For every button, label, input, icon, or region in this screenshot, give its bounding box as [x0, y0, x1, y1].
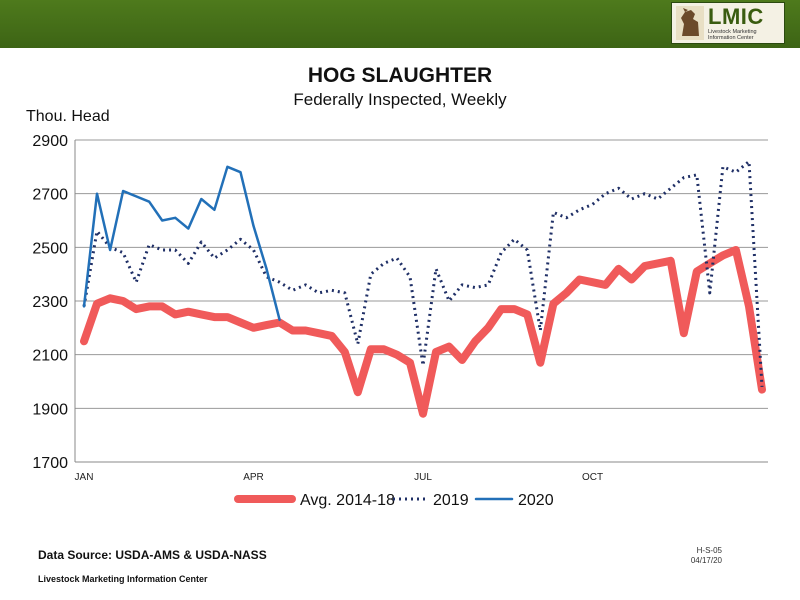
y-tick-labels: 1700 1900 2100 2300 2500 2700 2900 [32, 133, 68, 472]
x-tick-label: JAN [75, 472, 94, 483]
series-line-2020 [82, 165, 281, 322]
chart-id: H-S-05 [696, 546, 722, 555]
series-line-2019 [82, 160, 764, 387]
legend-label: Avg. 2014-18 [300, 492, 395, 509]
header-bar [0, 0, 800, 48]
series-lines [80, 160, 766, 418]
hog-slaughter-chart: 1700 1900 2100 2300 2500 2700 2900 JAN APR JUL OC… [32, 133, 768, 509]
x-tick-label: JUL [414, 472, 432, 483]
y-axis-label: Thou. Head [26, 108, 110, 125]
y-tick-label: 1700 [32, 455, 68, 472]
y-tick-label: 1900 [32, 401, 68, 418]
logo-title: LMIC [708, 4, 764, 29]
series-line-avg-2014-18 [80, 246, 766, 418]
x-tick-label: APR [243, 472, 264, 483]
x-tick-labels: JAN APR JUL OCT [75, 472, 604, 483]
x-tick-label: OCT [582, 472, 603, 483]
chart-subtitle: Federally Inspected, Weekly [293, 90, 507, 109]
legend-label: 2020 [518, 492, 554, 509]
chart-code: H-S-05 04/17/20 [672, 546, 722, 566]
chart-date: 04/17/20 [690, 556, 722, 565]
logo-subtitle: Livestock Marketing Information Center [708, 29, 757, 41]
y-tick-label: 2300 [32, 294, 68, 311]
y-tick-label: 2100 [32, 348, 68, 365]
legend-label: 2019 [433, 492, 469, 509]
y-tick-label: 2900 [32, 133, 68, 150]
chart-title: HOG SLAUGHTER [307, 64, 493, 87]
data-source: Data Source: USDA-AMS & USDA-NASS [38, 548, 267, 562]
organization-name: Livestock Marketing Information Center [38, 574, 208, 584]
gridlines [74, 139, 768, 463]
legend: Avg. 2014-18 2019 2020 [234, 492, 554, 509]
lmic-logo: LMIC Livestock Marketing Information Cen… [671, 2, 785, 44]
horse-icon [676, 6, 704, 40]
y-tick-label: 2700 [32, 187, 68, 204]
y-tick-label: 2500 [32, 240, 68, 257]
